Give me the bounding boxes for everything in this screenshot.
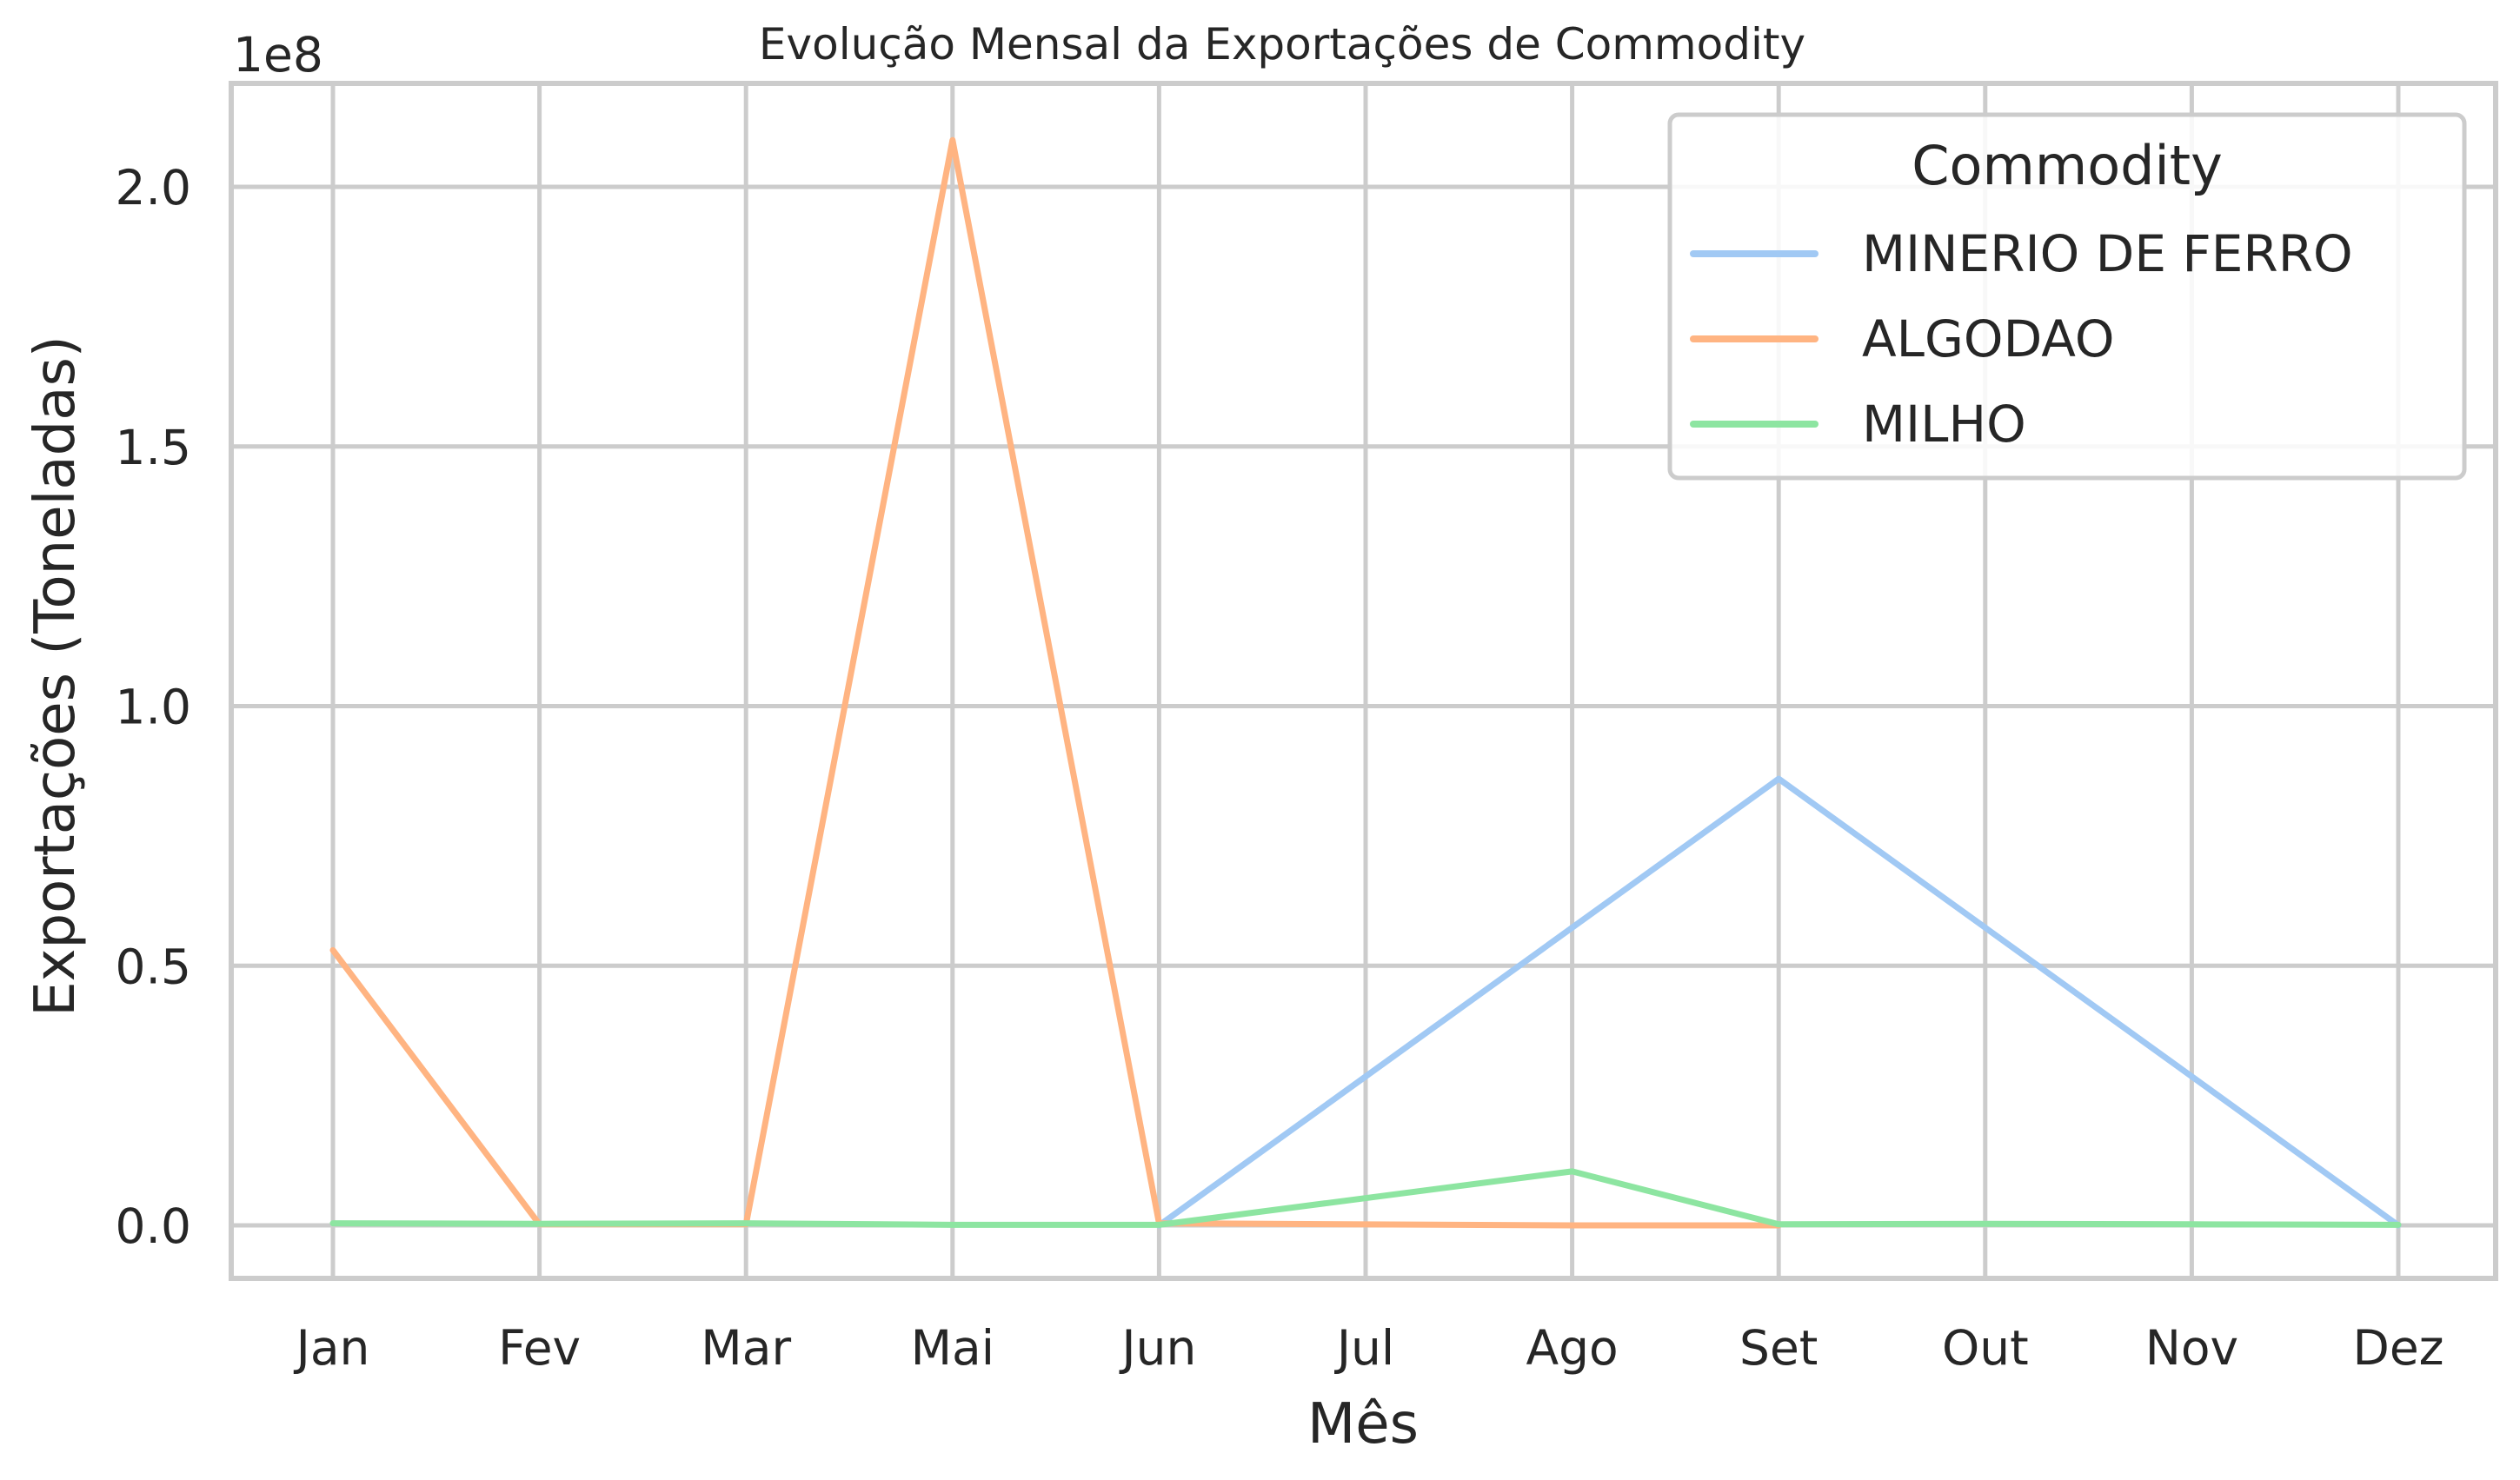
series-line: [329, 136, 1782, 1229]
x-tick-label: Mai: [911, 1320, 994, 1376]
y-tick-label: 0.0: [116, 1198, 191, 1254]
y-tick-label: 1.0: [116, 680, 191, 735]
y-tick-label: 0.5: [116, 939, 191, 994]
x-tick-label: Jan: [294, 1320, 370, 1376]
x-tick-label: Ago: [1526, 1320, 1619, 1376]
x-tick-label: Out: [1942, 1320, 2029, 1376]
x-tick-label: Mar: [701, 1320, 791, 1376]
x-tick-label: Nov: [2145, 1320, 2238, 1376]
x-tick-label: Dez: [2352, 1320, 2444, 1376]
x-tick-label: Set: [1739, 1320, 1818, 1376]
legend-items: MINERIO DE FERRO ALGODAO MILHO: [1690, 224, 2353, 454]
x-tick-label: Jul: [1334, 1320, 1394, 1376]
series-line: [329, 1168, 2402, 1228]
x-tick-labels: Jan Fev Mar Mai Jun Jul Ago Set Out Nov Dez: [294, 1320, 2444, 1376]
chart-title: Evolução Mensal da Exportações de Commod…: [759, 19, 1805, 70]
x-axis-label: Mês: [1307, 1392, 1419, 1457]
legend-box: [1667, 112, 2467, 481]
y-offset-label: 1e8: [233, 27, 323, 83]
legend: Commodity MINERIO DE FERRO ALGODAO MILHO: [1667, 112, 2467, 481]
legend-label: ALGODAO: [1862, 309, 2115, 368]
y-tick-label: 1.5: [116, 420, 191, 475]
plot-frame: [229, 81, 2498, 1281]
y-tick-label: 2.0: [116, 160, 191, 216]
legend-title: Commodity: [1912, 134, 2223, 197]
x-tick-label: Fev: [498, 1320, 581, 1376]
series-line: [1155, 775, 2402, 1229]
legend-label: MILHO: [1862, 395, 2026, 454]
series-lines: [329, 136, 2402, 1229]
x-tick-label: Jun: [1119, 1320, 1196, 1376]
y-axis-label: Exportações (Toneladas): [23, 335, 88, 1017]
legend-label: MINERIO DE FERRO: [1862, 224, 2353, 283]
y-tick-labels: 0.0 0.5 1.0 1.5 2.0: [116, 160, 191, 1254]
